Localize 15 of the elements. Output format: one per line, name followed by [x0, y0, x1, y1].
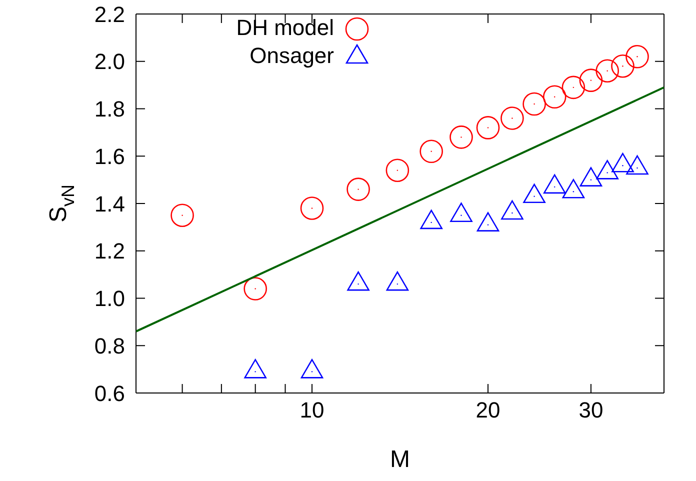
legend-label: DH model: [236, 14, 334, 42]
x-tick-label: 30: [578, 398, 604, 423]
y-tick-label: 0.6: [94, 380, 125, 406]
x-tick-label: 10: [300, 398, 324, 423]
y-tick-label: 2.2: [94, 2, 125, 27]
legend-label: Onsager: [250, 42, 334, 70]
y-tick-label: 1.4: [94, 191, 125, 216]
y-tick-label: 1.0: [94, 286, 125, 312]
y-tick-label: 2.0: [94, 49, 125, 74]
y-tick-label: 1.8: [94, 96, 125, 122]
x-axis-title: M: [390, 446, 410, 473]
y-tick-label: 0.8: [94, 333, 125, 358]
y-tick-label: 1.6: [94, 144, 125, 169]
y-tick-label: 1.2: [94, 238, 125, 264]
x-tick-label: 20: [476, 398, 500, 423]
